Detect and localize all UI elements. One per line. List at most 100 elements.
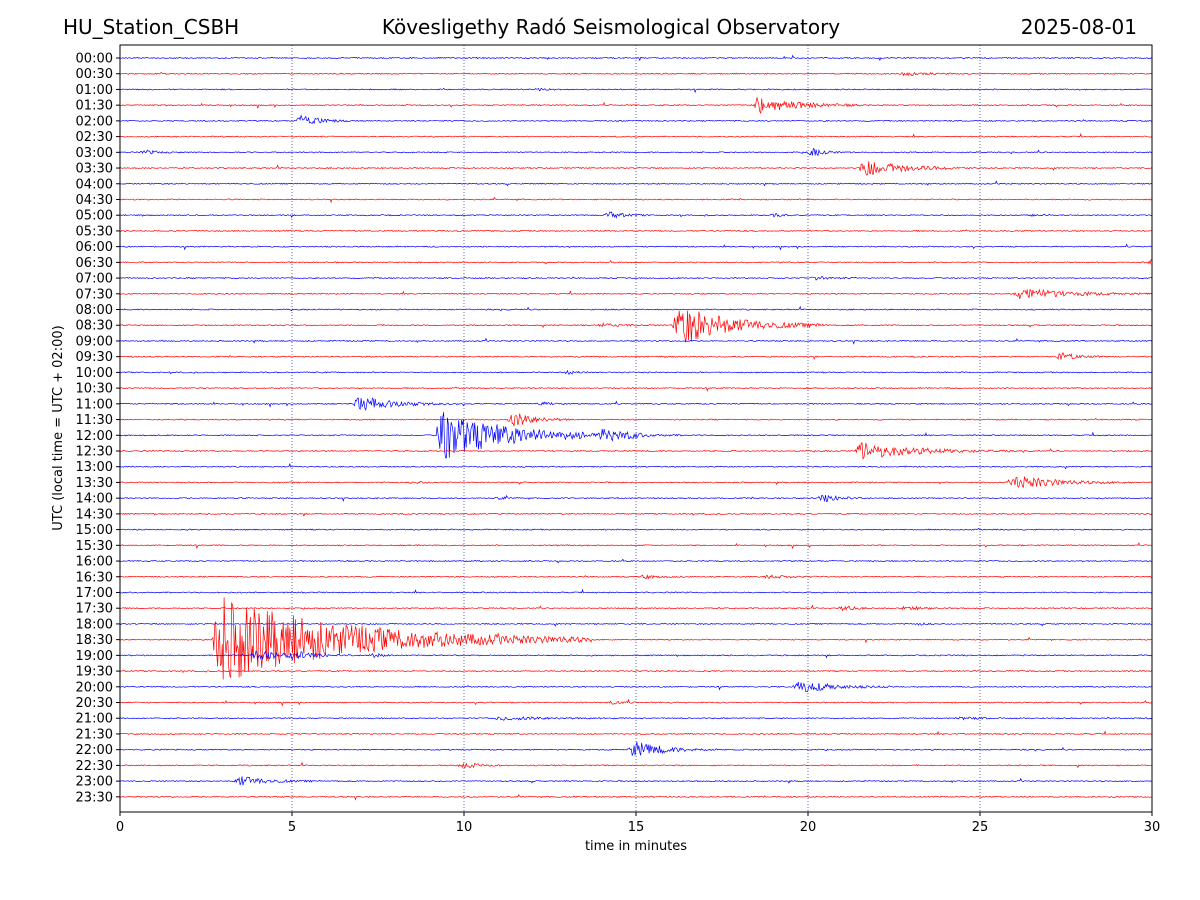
station-name: HU_Station_CSBH <box>63 15 240 39</box>
trace-row-1330 <box>120 476 1152 488</box>
trace-row-1230 <box>120 442 1152 460</box>
row-time-labels: 00:0000:3001:0001:3002:0002:3003:0003:30… <box>76 52 120 805</box>
x-tick-label: 25 <box>972 820 989 835</box>
row-label: 08:30 <box>76 319 113 334</box>
trace-row-1800 <box>120 622 1152 627</box>
trace-row-0000 <box>120 54 1152 62</box>
trace-row-0330 <box>120 161 1152 176</box>
trace-row-0030 <box>120 71 1152 77</box>
row-label: 12:30 <box>76 445 113 460</box>
trace-row-2030 <box>120 698 1152 707</box>
row-label: 20:00 <box>76 680 113 695</box>
row-label: 13:00 <box>76 460 113 475</box>
row-label: 01:00 <box>76 83 113 98</box>
date-label: 2025-08-01 <box>1020 15 1137 39</box>
row-label: 03:00 <box>76 146 113 161</box>
x-tick-label: 20 <box>800 820 817 835</box>
trace-row-1400 <box>120 494 1152 503</box>
trace-row-1130 <box>120 413 1152 427</box>
trace-row-0700 <box>120 276 1152 281</box>
row-label: 06:30 <box>76 256 113 271</box>
trace-row-1000 <box>120 369 1152 375</box>
row-label: 15:00 <box>76 523 113 538</box>
observatory-title: Kövesligethy Radó Seismological Observat… <box>381 15 841 39</box>
row-label: 14:30 <box>76 507 113 522</box>
trace-row-0100 <box>120 87 1152 94</box>
row-label: 15:30 <box>76 539 113 554</box>
row-label: 21:30 <box>76 727 113 742</box>
trace-row-2230 <box>120 761 1152 769</box>
x-axis-ticks: 0 5 10 15 20 25 30 <box>116 812 1160 835</box>
row-label: 23:00 <box>76 775 113 790</box>
trace-row-1830 <box>120 597 1152 680</box>
trace-row-0230 <box>120 132 1152 138</box>
trace-row-0200 <box>120 114 1152 125</box>
row-label: 02:30 <box>76 130 113 145</box>
trace-row-1200 <box>120 412 1152 459</box>
x-tick-label: 5 <box>288 820 296 835</box>
row-label: 17:00 <box>76 586 113 601</box>
row-label: 10:30 <box>76 382 113 397</box>
trace-row-2100 <box>120 716 1152 721</box>
row-label: 06:00 <box>76 240 113 255</box>
trace-row-0130 <box>120 97 1152 115</box>
row-label: 19:00 <box>76 649 113 664</box>
row-label: 00:30 <box>76 67 113 82</box>
trace-row-0900 <box>120 337 1152 345</box>
row-label: 04:30 <box>76 193 113 208</box>
trace-row-1600 <box>120 558 1152 564</box>
trace-row-1030 <box>120 386 1152 392</box>
row-label: 23:30 <box>76 790 113 805</box>
trace-row-2200 <box>120 741 1152 757</box>
x-tick-label: 10 <box>456 820 473 835</box>
trace-row-2130 <box>120 730 1152 736</box>
row-label: 18:30 <box>76 633 113 648</box>
trace-row-1100 <box>120 397 1152 411</box>
trace-row-2300 <box>120 776 1152 786</box>
trace-row-1300 <box>120 462 1152 470</box>
row-label: 18:00 <box>76 617 113 632</box>
trace-row-0800 <box>120 305 1152 312</box>
row-label: 07:30 <box>76 287 113 302</box>
x-tick-label: 15 <box>628 820 645 835</box>
trace-row-0300 <box>120 147 1152 157</box>
trace-row-0730 <box>120 288 1152 299</box>
row-label: 12:00 <box>76 429 113 444</box>
trace-row-1630 <box>120 574 1152 580</box>
seismic-traces <box>120 54 1152 801</box>
trace-row-0600 <box>120 243 1152 251</box>
row-label: 16:00 <box>76 555 113 570</box>
row-label: 14:00 <box>76 492 113 507</box>
row-label: 13:30 <box>76 476 113 491</box>
trace-row-1930 <box>120 669 1152 673</box>
trace-row-1530 <box>120 542 1152 550</box>
row-label: 05:30 <box>76 224 113 239</box>
row-label: 20:30 <box>76 696 113 711</box>
trace-row-1500 <box>120 527 1152 531</box>
trace-row-1430 <box>120 512 1152 517</box>
row-label: 01:30 <box>76 99 113 114</box>
trace-row-0530 <box>120 229 1152 233</box>
row-label: 22:00 <box>76 743 113 758</box>
row-label: 00:00 <box>76 52 113 67</box>
row-label: 03:30 <box>76 162 113 177</box>
y-axis-label: UTC (local time = UTC + 02:00) <box>51 325 66 530</box>
row-label: 11:30 <box>76 413 113 428</box>
row-label: 04:00 <box>76 177 113 192</box>
row-label: 16:30 <box>76 570 113 585</box>
row-label: 11:00 <box>76 397 113 412</box>
trace-row-1900 <box>120 650 1152 661</box>
row-label: 22:30 <box>76 759 113 774</box>
row-label: 07:00 <box>76 272 113 287</box>
row-label: 05:00 <box>76 209 113 224</box>
row-label: 21:00 <box>76 712 113 727</box>
row-label: 17:30 <box>76 602 113 617</box>
vertical-grid <box>291 45 981 812</box>
row-label: 19:30 <box>76 665 113 680</box>
trace-row-0500 <box>120 211 1152 219</box>
trace-row-0830 <box>120 310 1152 343</box>
trace-row-1700 <box>120 588 1152 594</box>
row-label: 08:00 <box>76 303 113 318</box>
